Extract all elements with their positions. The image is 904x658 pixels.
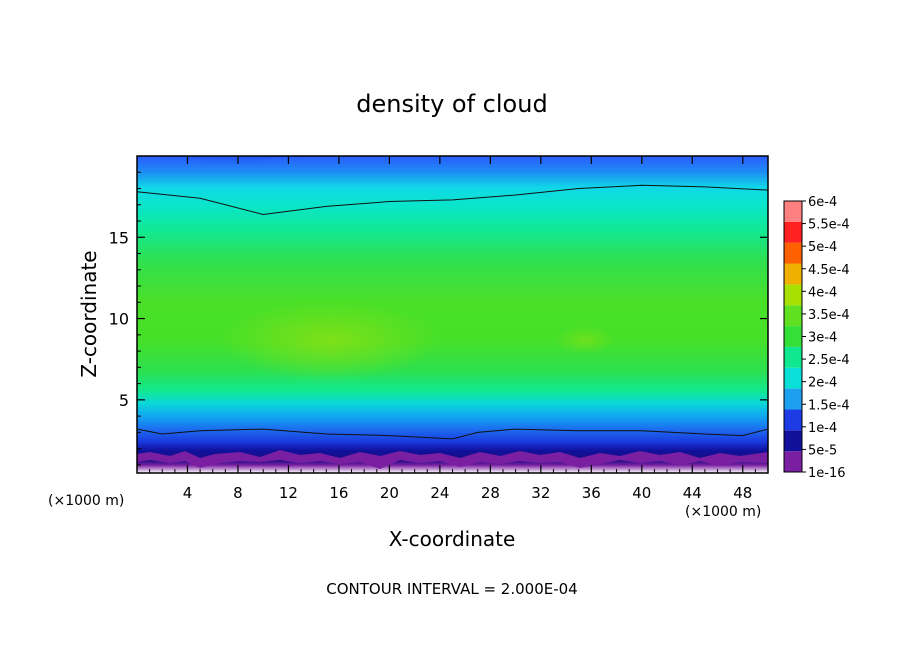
x-axis: 4 8 12 16 20 24 28 32 36 40 44 48 xyxy=(149,156,756,502)
colorbar-swatch xyxy=(784,367,802,389)
x-unit-label-right: (×1000 m) xyxy=(685,504,761,520)
colorbar-swatch xyxy=(784,388,802,410)
x-tick-label: 48 xyxy=(733,484,752,502)
colorbar-label: 1e-16 xyxy=(808,466,846,481)
colorbar-label: 4.5e-4 xyxy=(808,263,850,278)
colorbar-swatch xyxy=(784,346,802,368)
y-axis-label: Z-coordinate xyxy=(77,250,101,377)
colorbar-swatch xyxy=(784,409,802,431)
colorbar-swatch xyxy=(784,430,802,452)
high-density-region xyxy=(220,300,440,380)
x-tick-label: 8 xyxy=(233,484,243,502)
colorbar-label: 5.5e-4 xyxy=(808,218,850,233)
x-tick-label: 44 xyxy=(683,484,702,502)
y-tick-label: 15 xyxy=(109,228,129,247)
colorbar: 1e-16 5e-5 1e-4 1.5e-4 2e-4 2.5e-4 3e-4 3.5e-4 4… xyxy=(783,195,850,481)
colorbar-swatch xyxy=(784,201,802,222)
x-tick-label: 4 xyxy=(183,484,193,502)
lowest-level-fringe xyxy=(137,450,768,469)
x-tick-label: 24 xyxy=(430,484,449,502)
colorbar-swatch xyxy=(784,221,802,243)
colorbar-label: 1.5e-4 xyxy=(808,398,850,413)
x-tick-label: 28 xyxy=(481,484,500,502)
contour-line-2e-4 xyxy=(136,184,769,216)
x-axis-label: X-coordinate xyxy=(389,527,516,551)
y-tick-label: 10 xyxy=(109,310,129,329)
y-tick-label: 5 xyxy=(119,391,129,410)
x-tick-label: 40 xyxy=(632,484,651,502)
contour-lines xyxy=(136,184,769,440)
colorbar-label: 3e-4 xyxy=(808,331,837,346)
colorbar-label: 2e-4 xyxy=(808,376,837,391)
colorbar-swatch xyxy=(784,305,802,327)
colorbar-swatch xyxy=(784,451,802,472)
contour-interval-note: CONTOUR INTERVAL = 2.000E-04 xyxy=(326,580,577,598)
colorbar-label: 1e-4 xyxy=(808,421,837,436)
chart-title: density of cloud xyxy=(356,90,547,118)
x-tick-label: 36 xyxy=(582,484,601,502)
colorbar-swatch xyxy=(784,242,802,264)
colorbar-label: 2.5e-4 xyxy=(808,353,850,368)
x-tick-label: 16 xyxy=(329,484,348,502)
density-field xyxy=(137,156,768,473)
colorbar-swatch xyxy=(784,263,802,285)
low-density-region xyxy=(137,156,340,196)
colorbar-swatch xyxy=(784,284,802,306)
colorbar-label: 6e-4 xyxy=(808,195,837,210)
colorbar-swatch xyxy=(784,326,802,347)
x-tick-label: 32 xyxy=(531,484,550,502)
colorbar-label: 5e-5 xyxy=(808,443,837,458)
x-tick-label: 20 xyxy=(380,484,399,502)
x-tick-label: 12 xyxy=(279,484,298,502)
contour-line-5e-5 xyxy=(136,428,769,440)
y-axis: 5 10 15 xyxy=(109,171,768,466)
colorbar-label: 4e-4 xyxy=(808,285,837,300)
colorbar-label: 3.5e-4 xyxy=(808,308,850,323)
colorbar-label: 5e-4 xyxy=(808,240,837,255)
x-unit-label-left: (×1000 m) xyxy=(48,493,124,509)
high-density-region-2 xyxy=(555,326,615,354)
field-layer xyxy=(137,156,768,473)
